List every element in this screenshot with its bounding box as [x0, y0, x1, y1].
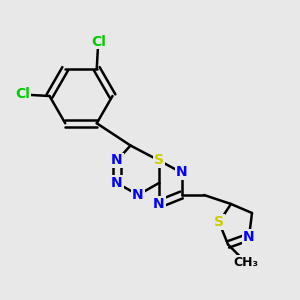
Text: N: N: [243, 230, 255, 244]
Text: N: N: [153, 197, 165, 211]
Text: Cl: Cl: [15, 88, 30, 101]
Text: N: N: [111, 154, 123, 167]
Text: S: S: [214, 215, 224, 229]
Text: N: N: [132, 188, 144, 202]
Text: N: N: [176, 166, 187, 179]
Text: CH₃: CH₃: [233, 256, 259, 269]
Text: Cl: Cl: [91, 35, 106, 49]
Text: N: N: [111, 176, 123, 190]
Text: S: S: [154, 154, 164, 167]
